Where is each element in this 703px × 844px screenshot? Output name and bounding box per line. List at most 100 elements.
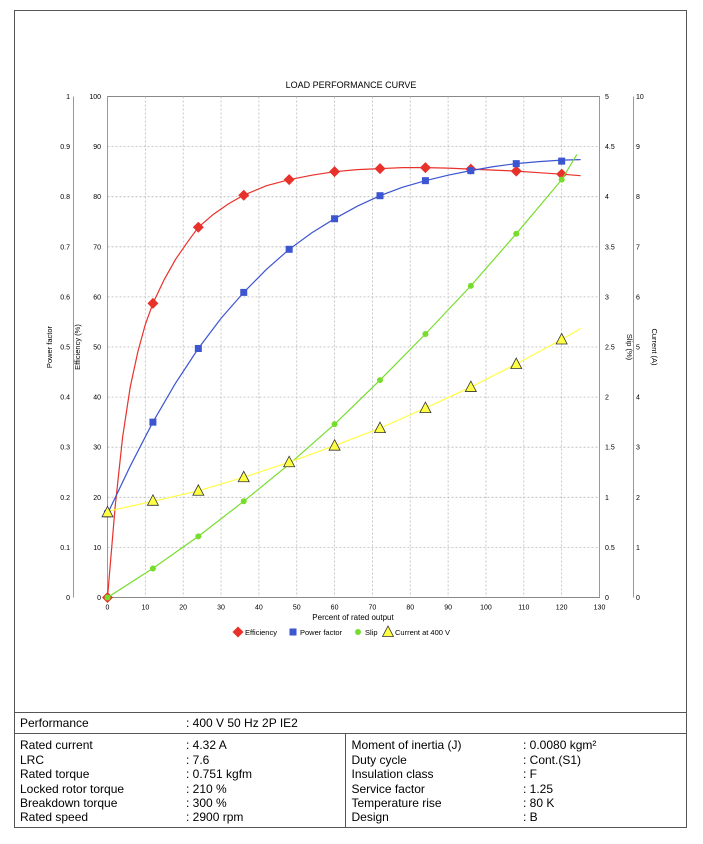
data-point <box>283 455 296 468</box>
efficiency-tick-label: 0 <box>97 595 101 602</box>
efficiency-tick-label: 40 <box>93 395 101 402</box>
data-point <box>373 421 387 434</box>
data-point <box>510 357 523 369</box>
data-point <box>419 162 431 174</box>
current-tick-label: 3 <box>636 445 640 452</box>
data-point <box>512 160 520 168</box>
performance-label: Performance <box>14 711 180 735</box>
spec-label-duty-cycle: Duty cycle <box>351 752 407 767</box>
slip-axis-title: Slip (%) <box>625 334 634 361</box>
left-spec-labels: Rated current LRC Rated torque Locked ro… <box>14 734 180 828</box>
data-point <box>376 192 384 200</box>
power-factor-tick-label: 0.5 <box>60 345 70 352</box>
spec-body-row: Rated current LRC Rated torque Locked ro… <box>14 733 687 828</box>
chart-title: LOAD PERFORMANCE CURVE <box>286 80 417 90</box>
data-point <box>513 230 520 237</box>
slip-tick-label: 2 <box>605 395 609 402</box>
spec-value-rated-speed: : 2900 rpm <box>186 810 244 825</box>
data-point <box>558 157 566 165</box>
slip-tick-label: 0.5 <box>605 545 615 552</box>
data-series <box>101 154 581 603</box>
data-point <box>147 297 159 309</box>
current-tick-label: 2 <box>636 495 640 502</box>
slip-tick-label: 2.5 <box>605 345 615 352</box>
legend: Efficiency Power factor Slip Current at 400… <box>232 625 450 638</box>
slip-tick-label: 0 <box>605 595 609 602</box>
legend-marker <box>232 626 244 638</box>
spec-label-rated-speed: Rated speed <box>20 810 89 825</box>
current-tick-label: 10 <box>636 94 644 101</box>
power-factor-tick-label: 0.7 <box>60 244 70 251</box>
slip-tick-label: 5 <box>605 94 609 101</box>
x-tick-label: 40 <box>255 605 263 612</box>
data-point <box>376 377 383 384</box>
current-axis-title: Current (A) <box>650 328 659 366</box>
efficiency-tick-label: 20 <box>93 495 101 502</box>
series-line <box>107 327 581 512</box>
spec-label-rated-current: Rated current <box>20 738 93 753</box>
power-factor-tick-label: 0.2 <box>60 495 70 502</box>
data-point <box>421 177 429 185</box>
legend-label: Power factor <box>300 628 343 637</box>
current-tick-label: 0 <box>636 595 640 602</box>
data-point <box>510 165 522 177</box>
legend-marker <box>289 628 297 636</box>
efficiency-tick-label: 60 <box>93 294 101 301</box>
spec-value-service-factor: : 1.25 <box>523 781 554 796</box>
grid <box>107 96 600 598</box>
data-point <box>192 483 205 496</box>
spec-label-locked-rotor-torque: Locked rotor torque <box>20 781 125 796</box>
x-tick-label: 130 <box>594 605 606 612</box>
spec-label-insulation-class: Insulation class <box>351 767 434 782</box>
power-factor-tick-label: 0.6 <box>60 294 70 301</box>
slip-tick-label: 4.5 <box>605 144 615 151</box>
data-point <box>467 282 474 289</box>
efficiency-tick-label: 80 <box>93 194 101 201</box>
data-point <box>192 221 204 233</box>
left-spec-values: : 4.32 A : 7.6 : 0.751 kgfm : 210 % : 30… <box>180 734 345 828</box>
current-tick-label: 1 <box>636 545 640 552</box>
x-tick-label: 110 <box>518 605 529 612</box>
data-point <box>556 168 568 180</box>
power-factor-tick-label: 0.1 <box>60 545 70 552</box>
performance-row: Performance : 400 V 50 Hz 2P IE2 <box>14 711 688 735</box>
x-tick-label: 20 <box>179 605 187 612</box>
current-tick-label: 5 <box>636 345 640 352</box>
spec-value-insulation-class: : F <box>523 767 537 782</box>
data-point <box>194 345 202 353</box>
current-tick-label: 9 <box>636 144 640 151</box>
data-point <box>464 380 477 392</box>
right-spec-values: : 0.0080 kgm² : Cont.(S1) : F : 1.25 : 8… <box>517 734 687 828</box>
current-tick-label: 8 <box>636 194 640 201</box>
current-tick-label: 4 <box>636 395 640 402</box>
efficiency-axis-title: Efficiency (%) <box>73 324 82 370</box>
x-tick-label: 10 <box>141 605 149 612</box>
data-point <box>195 533 202 540</box>
series-current-at-400-v <box>101 327 581 518</box>
legend-label: Efficiency <box>245 628 277 637</box>
spec-value-rated-torque: : 0.751 kgfm <box>186 767 253 782</box>
slip-tick-label: 3 <box>605 294 609 301</box>
current-tick-label: 7 <box>636 244 640 251</box>
spec-value-rated-current: : 4.32 A <box>186 738 227 753</box>
spec-value-breakdown-torque: : 300 % <box>186 796 227 811</box>
data-point <box>240 498 247 505</box>
data-point <box>283 174 295 186</box>
spec-value-locked-rotor-torque: : 210 % <box>186 781 227 796</box>
data-point <box>328 438 341 451</box>
spec-value-design: : B <box>523 810 538 825</box>
data-point <box>104 594 111 601</box>
efficiency-tick-label: 10 <box>93 545 101 552</box>
data-point <box>101 505 114 518</box>
data-point <box>555 332 568 345</box>
right-spec-labels: Moment of inertia (J) Duty cycle Insulat… <box>344 733 517 828</box>
x-axis-label: Percent of rated output <box>312 613 394 622</box>
spec-value-duty-cycle: : Cont.(S1) <box>523 752 582 767</box>
data-point <box>285 245 293 253</box>
power-factor-axis-title: Power factor <box>45 325 54 368</box>
data-point <box>422 330 429 337</box>
data-point <box>149 565 156 572</box>
axes: 0 10 20 30 40 50 60 70 80 90 100 110 120 13000.10.20.… <box>45 94 659 612</box>
x-tick-label: 0 <box>106 605 110 612</box>
spec-label-service-factor: Service factor <box>351 781 425 796</box>
